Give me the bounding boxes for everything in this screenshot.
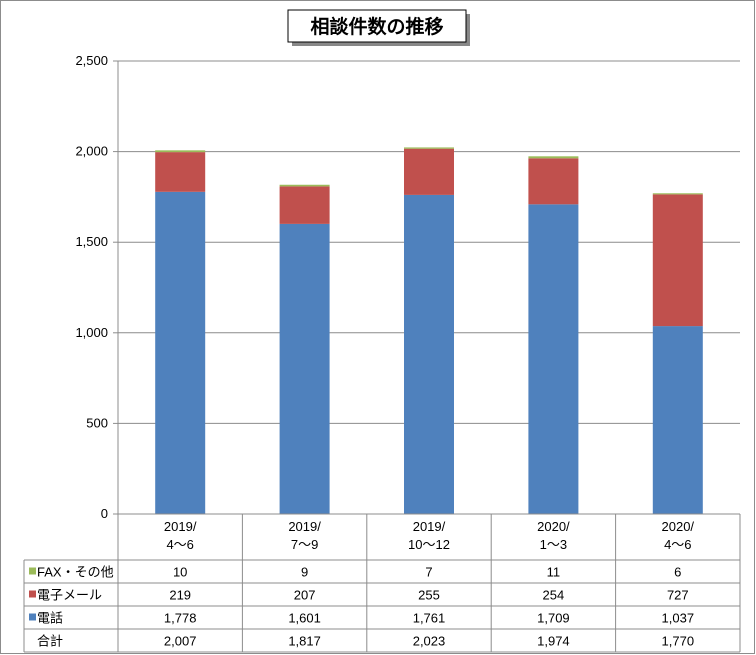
data-label: 11 bbox=[547, 565, 561, 580]
data-label: 1,770 bbox=[662, 634, 695, 649]
data-label: 1,601 bbox=[288, 611, 321, 626]
legend-key bbox=[29, 590, 36, 598]
bar-segment bbox=[528, 156, 579, 159]
bar-segment bbox=[404, 194, 454, 514]
data-label: 7 bbox=[425, 565, 432, 580]
y-tick-label: 1,500 bbox=[75, 234, 108, 249]
x-tick-label: 2019/ bbox=[164, 519, 197, 534]
title-group: 相談件数の推移 bbox=[287, 9, 470, 46]
data-label: 255 bbox=[418, 588, 440, 603]
data-label: 1,709 bbox=[537, 611, 570, 626]
bar-segment bbox=[528, 158, 579, 205]
legend-key bbox=[29, 613, 36, 621]
y-tick-label: 0 bbox=[101, 506, 108, 521]
bar-segment bbox=[404, 147, 454, 149]
y-tick-label: 2,000 bbox=[75, 144, 108, 159]
x-tick-label: 4～6 bbox=[166, 537, 193, 552]
bar-segment bbox=[652, 193, 703, 195]
y-tick-label: 500 bbox=[86, 415, 108, 430]
data-label: 219 bbox=[169, 588, 191, 603]
bar-layer bbox=[155, 147, 703, 514]
x-tick-label: 7～9 bbox=[291, 537, 318, 552]
bar-segment bbox=[652, 326, 703, 514]
bar-segment bbox=[155, 191, 206, 514]
legend-label: 合計 bbox=[37, 634, 63, 649]
x-tick-label: 4～6 bbox=[664, 537, 691, 552]
x-tick-label: 10～12 bbox=[408, 537, 450, 552]
bar-segment bbox=[279, 223, 330, 514]
legend-label: 電話 bbox=[37, 611, 63, 626]
title-box bbox=[287, 9, 467, 43]
data-label: 2,023 bbox=[413, 634, 446, 649]
data-label: 1,037 bbox=[662, 611, 695, 626]
data-label: 1,817 bbox=[288, 634, 321, 649]
legend-label: FAX・その他 bbox=[37, 565, 114, 580]
bar-segment bbox=[155, 152, 206, 192]
x-tick-label: 1～3 bbox=[540, 537, 567, 552]
data-label: 6 bbox=[674, 565, 681, 580]
x-tick-label: 2020/ bbox=[537, 519, 570, 534]
data-label: 254 bbox=[543, 588, 565, 603]
bar-segment bbox=[279, 184, 330, 187]
data-label: 1,974 bbox=[537, 634, 570, 649]
data-label: 2,007 bbox=[164, 634, 197, 649]
legend-label: 電子メール bbox=[37, 588, 102, 603]
x-tick-label: 2019/ bbox=[413, 519, 446, 534]
y-tick-label: 1,000 bbox=[75, 325, 108, 340]
bar-segment bbox=[652, 194, 703, 327]
x-tick-label: 2019/ bbox=[288, 519, 321, 534]
legend-key bbox=[29, 567, 36, 575]
data-table: 2019/4～6 2019/7～9 2019/10～12 2020/1～3 2020/4… bbox=[23, 513, 741, 653]
data-label: 10 bbox=[173, 565, 187, 580]
y-tick-label: 2,500 bbox=[75, 53, 108, 68]
data-label: 727 bbox=[667, 588, 689, 603]
x-tick-label: 2020/ bbox=[662, 519, 695, 534]
data-label: 9 bbox=[301, 565, 308, 580]
bar-segment bbox=[155, 150, 206, 153]
data-label: 207 bbox=[294, 588, 316, 603]
axis-layer: 0 500 1,000 1,500 2,000 2,500 bbox=[75, 53, 119, 521]
data-label: 1,778 bbox=[164, 611, 197, 626]
bar-segment bbox=[528, 204, 579, 514]
bar-segment bbox=[279, 186, 330, 224]
chart-title: 相談件数の推移 bbox=[310, 15, 443, 38]
data-label: 1,761 bbox=[413, 611, 446, 626]
bar-segment bbox=[404, 148, 454, 195]
